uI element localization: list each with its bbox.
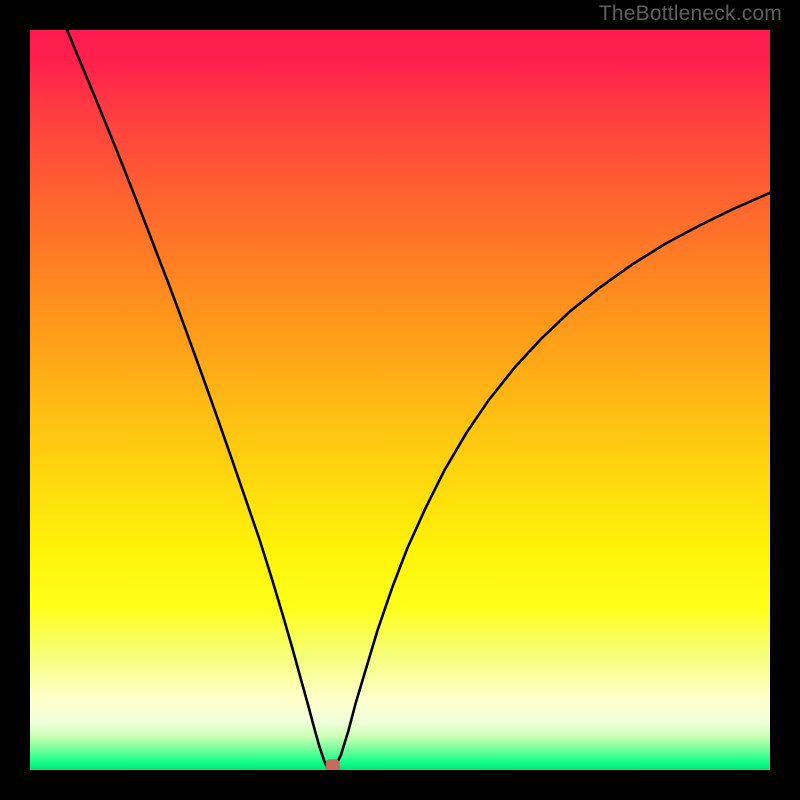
plot-area bbox=[30, 30, 770, 770]
chart-frame: TheBottleneck.com bbox=[0, 0, 800, 800]
optimum-marker bbox=[326, 759, 340, 770]
watermark-text: TheBottleneck.com bbox=[599, 2, 782, 26]
gradient-background bbox=[30, 30, 770, 770]
plot-svg bbox=[30, 30, 770, 770]
